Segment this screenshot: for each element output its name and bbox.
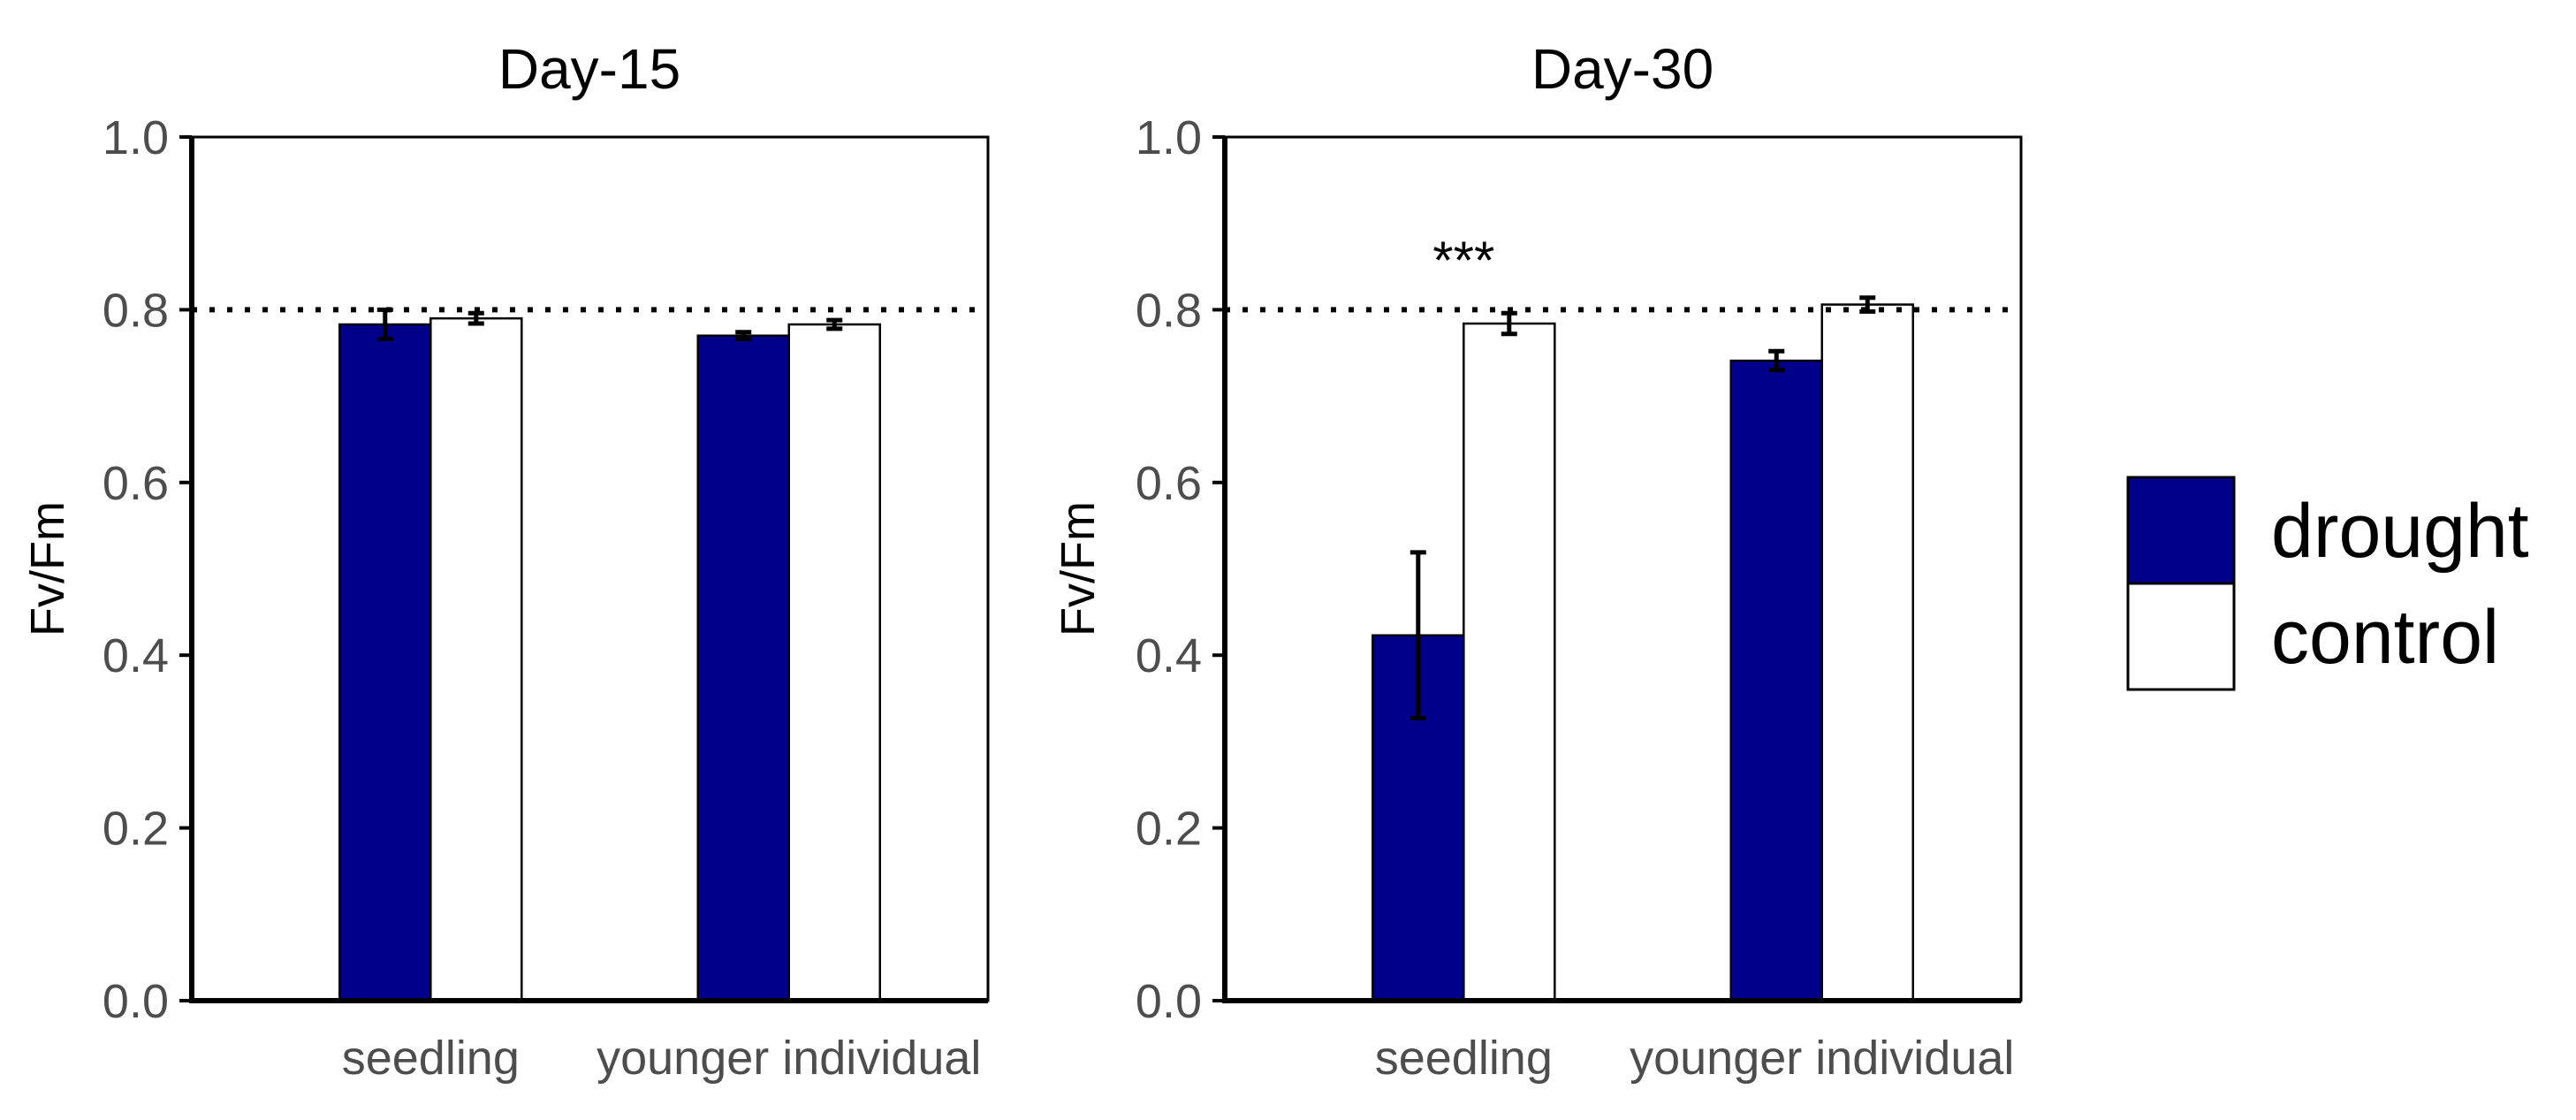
x-tick-label: younger individual <box>597 1032 981 1085</box>
legend-key-drought <box>2126 476 2236 585</box>
bar-drought <box>338 323 432 1002</box>
y-tick-label: 0.2 <box>103 803 169 856</box>
y-tick-label: 0.4 <box>103 629 169 682</box>
legend-label-control: control <box>2271 595 2499 680</box>
y-tick-label: 1.0 <box>103 111 169 164</box>
bar-drought <box>696 334 790 1002</box>
significance-label: *** <box>1432 231 1494 290</box>
y-tick-label: 0.8 <box>103 284 169 337</box>
y-tick-label: 0.6 <box>1136 457 1202 510</box>
bar-control <box>429 316 523 1002</box>
y-tick-label: 0.4 <box>1136 629 1202 682</box>
panel-title: Day-15 <box>498 37 680 101</box>
y-tick-label: 0.2 <box>1136 803 1202 856</box>
y-tick-label: 0.8 <box>1136 284 1202 337</box>
x-tick-label: seedling <box>342 1032 520 1085</box>
y-tick-label: 0.0 <box>1136 975 1202 1028</box>
y-tick-label: 0.0 <box>103 975 169 1028</box>
bar-drought <box>1729 359 1823 1002</box>
y-tick-label: 0.6 <box>103 457 169 510</box>
legend-key-control <box>2126 582 2236 691</box>
panel-title: Day-30 <box>1531 37 1714 101</box>
y-axis-label: Fv/Fm <box>1052 501 1105 636</box>
bar-control <box>1820 303 1914 1002</box>
x-tick-label: seedling <box>1375 1032 1553 1085</box>
y-tick-label: 1.0 <box>1136 111 1202 164</box>
x-tick-label: younger individual <box>1630 1032 2014 1085</box>
bar-control <box>787 323 881 1002</box>
legend-label-drought: drought <box>2271 489 2529 574</box>
y-axis-label: Fv/Fm <box>21 501 74 636</box>
bar-control <box>1463 322 1556 1002</box>
